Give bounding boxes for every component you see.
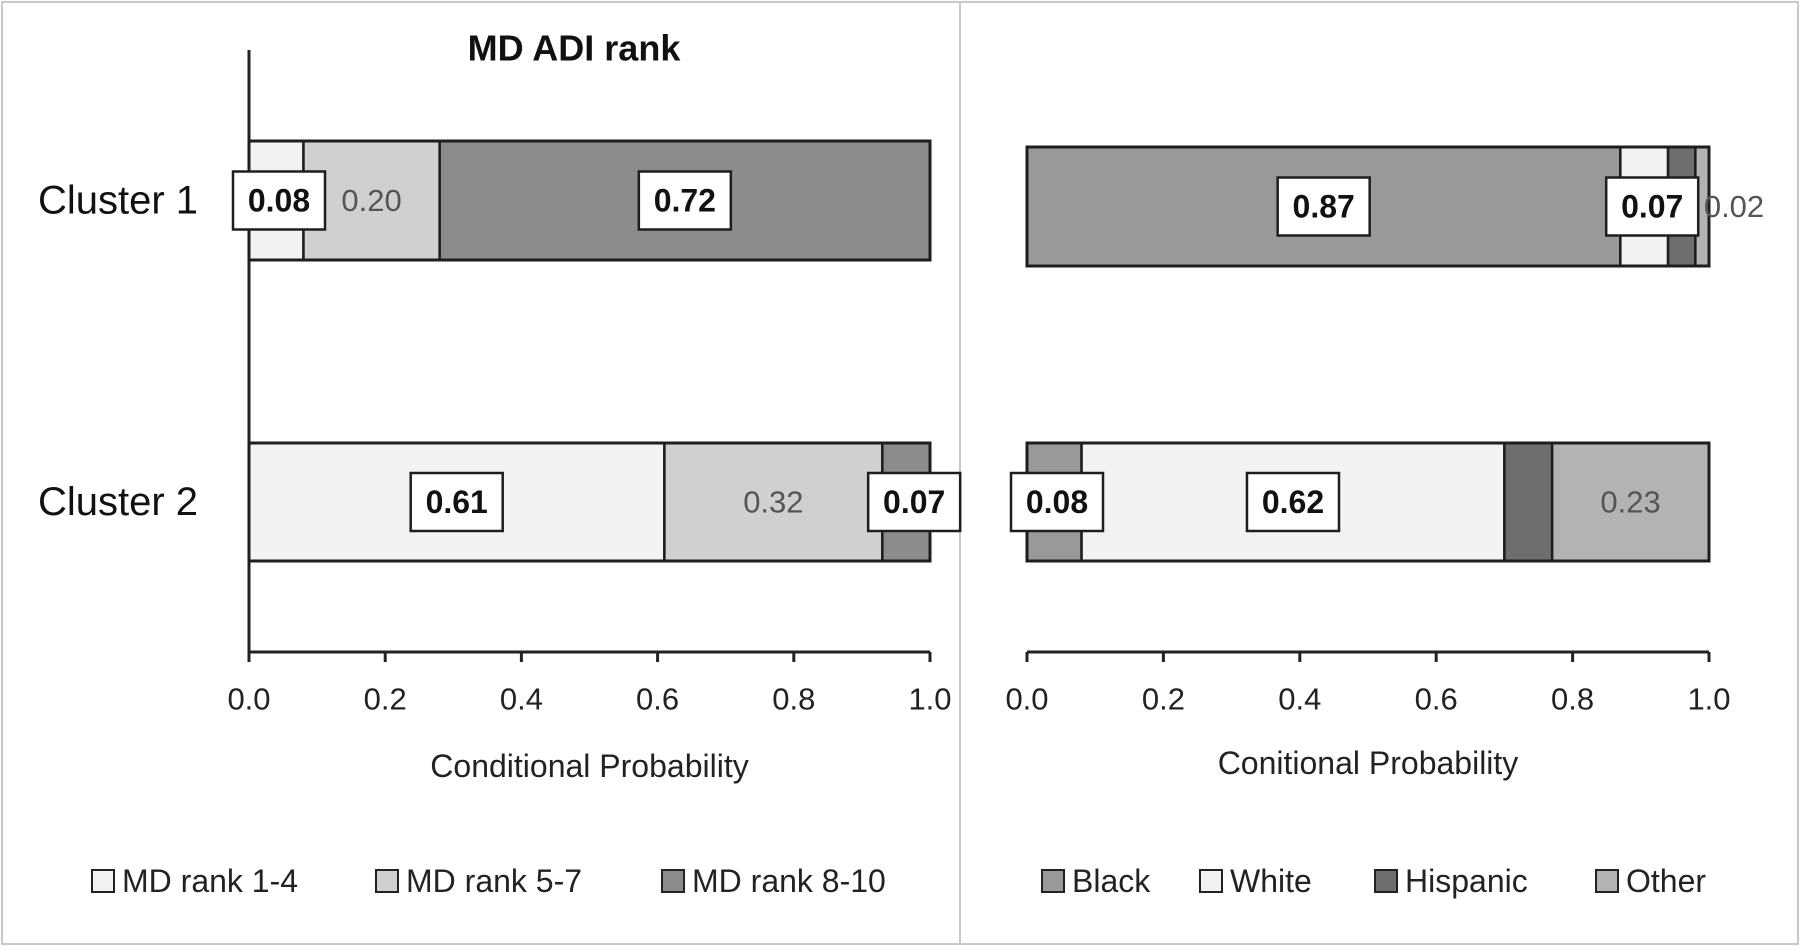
legend-label-md-rank-8-10: MD rank 8-10 [692,863,886,899]
legend-swatch-md-rank-1-4 [91,869,115,893]
data-label-box [1276,176,1371,237]
x-axis-label: Conditional Probability [430,748,748,784]
data-label-cluster-1-md-rank-1-4: 0.08 [248,183,310,219]
chart-title: MD ADI rank [468,28,682,69]
x-tick-label: 0.0 [227,682,270,717]
x-tick-label: 0.4 [1278,682,1321,717]
x-tick-label: 0.4 [500,682,543,717]
legend-label-black: Black [1072,863,1151,899]
category-label-cluster-1: Cluster 1 [38,179,198,223]
x-tick-label: 0.6 [636,682,679,717]
data-label-cluster-1-white: 0.07 [1621,189,1683,225]
data-label-cluster-1-other: 0.02 [1704,189,1764,224]
x-tick-label: 0.2 [1142,682,1185,717]
data-label-cluster-1-black: 0.87 [1293,189,1355,225]
category-label-cluster-2: Cluster 2 [38,480,198,524]
legend-label-white: White [1230,863,1312,899]
data-label-cluster-1-md-rank-8-10: 0.72 [654,183,716,219]
data-label-cluster-2-other: 0.23 [1600,485,1660,520]
data-label-box [637,170,733,231]
md-adi-rank-chart: MD ADI rank 0.0 0.2 0.4 0.6 0.8 1.0 Conditional… [38,28,962,899]
x-tick-label: 1.0 [1687,682,1730,717]
bar-outline-cluster-1 [1025,145,1711,268]
bar-cluster-2-hispanic [1503,441,1554,563]
legend-swatch-md-rank-8-10 [661,869,685,893]
data-label-box [1009,471,1105,533]
data-label-cluster-2-md-rank-8-10: 0.07 [883,484,945,520]
data-label-cluster-2-white: 0.62 [1262,484,1324,520]
race-chart: 0.0 0.2 0.4 0.6 0.8 1.0 Conitional Probability… [1005,145,1764,899]
legend-label-md-rank-5-7: MD rank 5-7 [406,863,582,899]
data-label-box [866,471,962,533]
legend-label-md-rank-1-4: MD rank 1-4 [122,863,298,899]
data-label-box [1245,471,1341,533]
x-tick-label: 0.8 [1551,682,1594,717]
legend-swatch-black [1041,869,1065,893]
data-label-box [1604,176,1700,237]
data-label-cluster-1-md-rank-5-7: 0.20 [341,183,401,218]
data-label-box [409,471,504,533]
legend-swatch-white [1199,869,1223,893]
x-tick-label: 0.0 [1005,682,1048,717]
legend-swatch-hispanic [1374,869,1398,893]
legend-label-hispanic: Hispanic [1405,863,1528,899]
x-tick-label: 0.2 [364,682,407,717]
data-label-cluster-2-black: 0.08 [1026,484,1088,520]
legend-label-other: Other [1626,863,1706,899]
x-tick-label: 0.8 [772,682,815,717]
x-axis-label: Conitional Probability [1218,745,1519,781]
data-label-box [231,170,327,231]
legend-swatch-md-rank-5-7 [375,869,399,893]
data-label-cluster-2-md-rank-1-4: 0.61 [426,484,488,520]
x-tick-label: 0.6 [1415,682,1458,717]
x-tick-label: 1.0 [908,682,951,717]
data-label-cluster-2-md-rank-5-7: 0.32 [743,485,803,520]
legend-swatch-other [1595,869,1619,893]
